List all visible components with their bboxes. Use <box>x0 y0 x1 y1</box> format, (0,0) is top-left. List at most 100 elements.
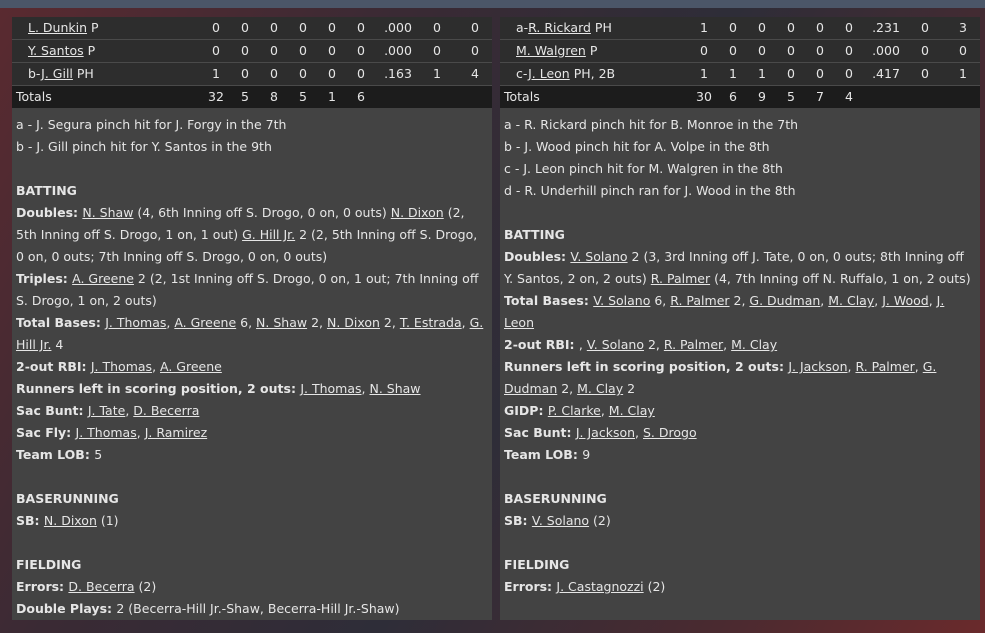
section-title: FIELDING <box>504 557 570 572</box>
player-link[interactable]: J. Gill <box>41 66 73 81</box>
player-row: L. Dunkin P 0 0 0 0 0 0 .000 0 0 <box>12 17 492 40</box>
stat-label: SB: <box>16 513 44 528</box>
stat-text: , <box>125 403 134 418</box>
stat-line: Runners left in scoring position, 2 outs… <box>16 378 488 400</box>
player-link[interactable]: A. Greene <box>72 271 134 286</box>
stat-line: 2-out RBI: J. Thomas, A. Greene <box>16 356 488 378</box>
player-link[interactable]: D. Becerra <box>68 579 135 594</box>
totals-cell: 5 <box>787 89 795 104</box>
player-link[interactable]: J. Tate <box>87 403 126 418</box>
player-link[interactable]: V. Solano <box>586 337 644 352</box>
player-link[interactable]: M. Clay <box>608 403 655 418</box>
player-link[interactable]: J. Castagnozzi <box>556 579 644 594</box>
totals-row: Totals 30 6 9 5 7 4 <box>500 86 980 108</box>
player-row: M. Walgren P 0 0 0 0 0 0 .000 0 0 <box>500 40 980 63</box>
totals-cell: 4 <box>845 89 853 104</box>
player-link[interactable]: V. Solano <box>593 293 651 308</box>
stat-cell: 0 <box>758 20 766 35</box>
substitution-note: a - J. Segura pinch hit for J. Forgy in … <box>16 117 287 132</box>
player-link[interactable]: R. Palmer <box>663 337 724 352</box>
stat-cell: 0 <box>787 20 795 35</box>
player-link[interactable]: A. Greene <box>174 315 237 330</box>
player-link[interactable]: N. Shaw <box>256 315 308 330</box>
stat-line: Total Bases: V. Solano 6, R. Palmer 2, G… <box>504 290 976 334</box>
player-link[interactable]: R. Palmer <box>650 271 711 286</box>
stat-cell: 0 <box>270 66 278 81</box>
player-link[interactable]: L. Dunkin <box>28 20 88 35</box>
player-row: a-R. Rickard PH 1 0 0 0 0 0 .231 0 3 <box>500 17 980 40</box>
player-link[interactable]: J. Thomas <box>90 359 153 374</box>
player-link[interactable]: N. Dixon <box>326 315 380 330</box>
stat-cell: 1 <box>700 20 708 35</box>
away-box-score-panel: L. Dunkin P 0 0 0 0 0 0 .000 0 0 Y. Santos P 0 0 0 0 0 0… <box>12 17 492 620</box>
stat-line: Total Bases: J. Thomas, A. Greene 6, N. … <box>16 312 488 356</box>
player-cell: Y. Santos P <box>28 40 95 62</box>
stat-cell: 0 <box>758 43 766 58</box>
player-link[interactable]: N. Shaw <box>369 381 421 396</box>
player-link[interactable]: N. Dixon <box>390 205 444 220</box>
player-link[interactable]: R. Palmer <box>670 293 730 308</box>
player-link[interactable]: J. Thomas <box>300 381 362 396</box>
player-link[interactable]: G. Hill Jr. <box>242 227 296 242</box>
stat-cell: 0 <box>357 66 365 81</box>
totals-cell: 30 <box>696 89 712 104</box>
player-link[interactable]: G. Dudman <box>749 293 821 308</box>
player-link[interactable]: V. Solano <box>531 513 590 528</box>
player-link[interactable]: J. Thomas <box>105 315 167 330</box>
section-title: BATTING <box>504 227 565 242</box>
stat-text: , <box>928 293 937 308</box>
sub-prefix: b- <box>28 66 42 81</box>
player-link[interactable]: N. Dixon <box>43 513 97 528</box>
player-link[interactable]: R. Rickard <box>528 20 591 35</box>
player-cell: c-J. Leon PH, 2B <box>516 63 615 85</box>
stat-text: 2, <box>307 315 327 330</box>
stat-line: Errors: J. Castagnozzi (2) <box>504 576 976 598</box>
stat-text: (2) <box>643 579 666 594</box>
player-link[interactable]: G. Dudman <box>504 359 937 396</box>
stat-text: (2) <box>589 513 611 528</box>
totals-cell: 6 <box>357 89 365 104</box>
stat-cell: 0 <box>921 66 929 81</box>
player-link[interactable]: G. Hill Jr. <box>16 315 484 352</box>
player-link[interactable]: J. Thomas <box>75 425 137 440</box>
stat-text: , <box>723 337 732 352</box>
player-link[interactable]: M. Clay <box>828 293 875 308</box>
totals-cell: 7 <box>816 89 824 104</box>
player-link[interactable]: R. Palmer <box>855 359 915 374</box>
player-link[interactable]: M. Walgren <box>516 43 586 58</box>
stat-text: , <box>820 293 829 308</box>
player-link[interactable]: S. Drogo <box>643 425 697 440</box>
totals-cell: 8 <box>270 89 278 104</box>
stat-label: Errors: <box>504 579 557 594</box>
player-link[interactable]: J. Leon <box>504 293 945 330</box>
stat-line: Triples: A. Greene 2 (2, 1st Inning off … <box>16 268 488 312</box>
player-link[interactable]: J. Jackson <box>575 425 636 440</box>
player-cell: b-J. Gill PH <box>28 63 94 85</box>
totals-label: Totals <box>16 89 52 104</box>
player-link[interactable]: V. Solano <box>570 249 628 264</box>
player-link[interactable]: J. Ramirez <box>144 425 208 440</box>
notes-section: a - R. Rickard pinch hit for B. Monroe i… <box>500 108 980 598</box>
player-link[interactable]: A. Greene <box>160 359 222 374</box>
stat-label: Double Plays: <box>16 601 117 616</box>
player-link[interactable]: D. Becerra <box>133 403 200 418</box>
player-link[interactable]: J. Wood <box>882 293 929 308</box>
player-link[interactable]: N. Shaw <box>82 205 134 220</box>
top-bar <box>0 0 985 8</box>
player-link[interactable]: P. Clarke <box>547 403 601 418</box>
player-link[interactable]: J. Leon <box>528 66 570 81</box>
stat-text: , <box>152 359 161 374</box>
stat-line: Sac Bunt: J. Jackson, S. Drogo <box>504 422 976 444</box>
player-link[interactable]: Y. Santos <box>28 43 84 58</box>
player-link[interactable]: M. Clay <box>731 337 778 352</box>
stat-label: GIDP: <box>504 403 548 418</box>
stat-cell: 0 <box>270 20 278 35</box>
player-link[interactable]: J. Jackson <box>788 359 848 374</box>
player-link[interactable]: T. Estrada <box>399 315 462 330</box>
stat-cell: .000 <box>384 20 412 35</box>
stat-label: Runners left in scoring position, 2 outs… <box>16 381 301 396</box>
player-row: c-J. Leon PH, 2B 1 1 1 0 0 0 .417 0 1 <box>500 63 980 86</box>
player-cell: a-R. Rickard PH <box>516 17 612 39</box>
player-link[interactable]: M. Clay <box>577 381 624 396</box>
section-title: FIELDING <box>16 557 82 572</box>
